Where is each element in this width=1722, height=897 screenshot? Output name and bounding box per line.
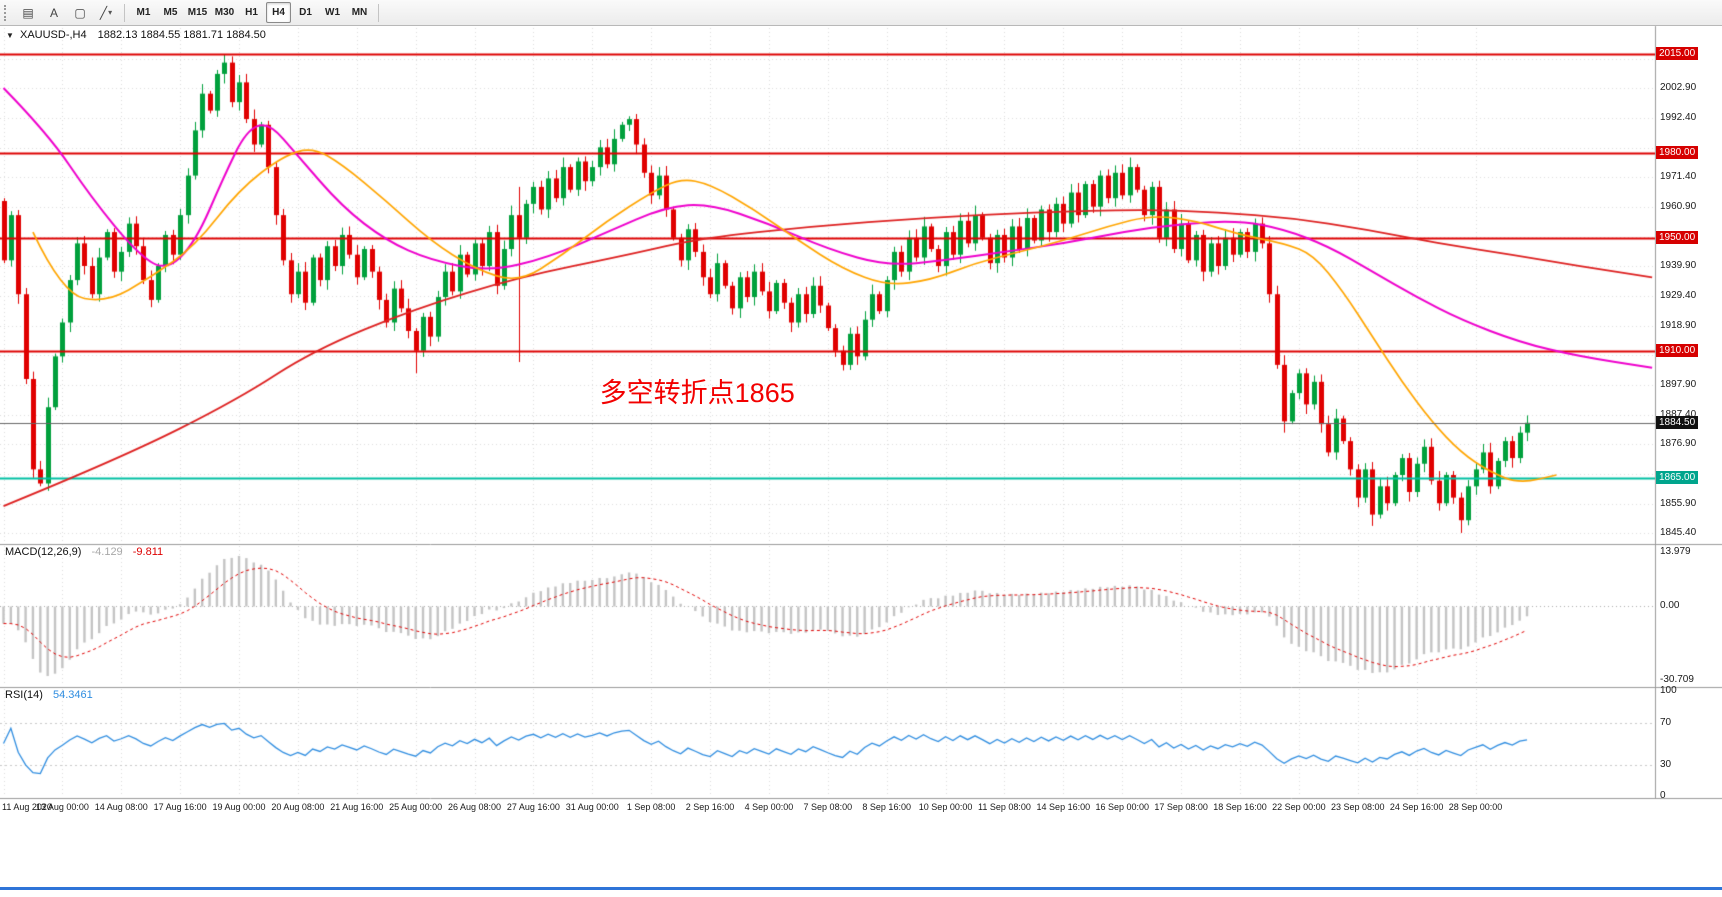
text-tool-icon[interactable]: A [49, 5, 58, 20]
timeframe-d1-button[interactable]: D1 [299, 7, 312, 18]
toolbar-tools-group: ▤ A ▢ ╱ ▾ [15, 2, 119, 24]
draw-tools-icon[interactable]: ╱ ▾ [99, 5, 113, 20]
toolbar-separator [378, 3, 379, 22]
timeframe-w1-button[interactable]: W1 [325, 7, 340, 18]
chevron-down-icon: ▾ [108, 8, 113, 17]
toolbar: ▤ A ▢ ╱ ▾ M1 M5 M15 M30 H1 H4 D1 W1 MN [0, 0, 1722, 26]
timeframe-m30-button[interactable]: M30 [214, 7, 235, 18]
toolbar-drag-handle[interactable] [4, 4, 11, 21]
frame-tool-icon[interactable]: ▢ [74, 5, 86, 20]
timeframe-h1-button[interactable]: H1 [245, 7, 258, 18]
timeframe-h4-button[interactable]: H4 [266, 2, 291, 23]
timeframe-mn-button[interactable]: MN [351, 7, 368, 18]
timeframe-m1-button[interactable]: M1 [136, 7, 151, 18]
toolbar-timeframes-group: M1 M5 M15 M30 H1 H4 D1 W1 MN [130, 2, 373, 23]
timeframe-m15-button[interactable]: M15 [187, 7, 208, 18]
timeframe-m5-button[interactable]: M5 [163, 7, 178, 18]
chart-list-icon[interactable]: ▤ [22, 5, 34, 20]
toolbar-separator [124, 3, 125, 22]
